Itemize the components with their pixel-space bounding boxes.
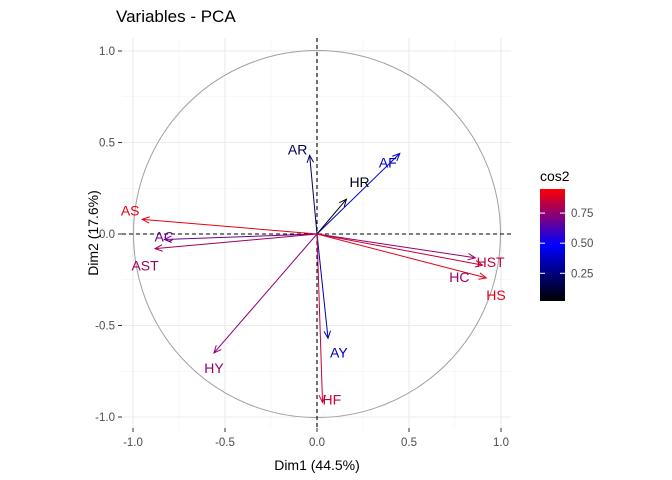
arrowhead-ar (306, 154, 315, 164)
y-tick-label: 1.0 (99, 46, 115, 58)
arrowhead-as (140, 216, 150, 224)
arrow-hf (316, 233, 324, 403)
legend: cos2 0.25 0.50 0.75 (540, 168, 593, 301)
arrowhead-hr (339, 198, 348, 208)
label-ast: AST (131, 258, 159, 274)
y-tick-label: 0.0 (99, 229, 115, 241)
arrowhead-hf (318, 394, 327, 404)
arrowhead-ay (323, 330, 331, 340)
arrowhead-af (392, 152, 401, 162)
y-axis-ticks: -1.0 -0.5 0.0 0.5 1.0 (95, 46, 122, 424)
label-hc: HC (449, 269, 469, 285)
chart-title: Variables - PCA (116, 7, 236, 26)
label-as: AS (121, 202, 140, 218)
arrowhead-hs (478, 272, 488, 280)
legend-tick-label: 0.25 (571, 268, 593, 280)
arrow-hst (316, 233, 483, 266)
arrow-ac (164, 233, 318, 240)
x-tick-label: -0.5 (215, 437, 235, 449)
arrow-ay (316, 233, 329, 339)
arrow-hy (213, 233, 318, 354)
arrow-hr (316, 198, 347, 235)
legend-tick-label: 0.50 (571, 238, 593, 250)
x-tick-label: 1.0 (493, 437, 509, 449)
arrowhead-ast (153, 244, 163, 252)
label-af: AF (379, 154, 397, 170)
label-ay: AY (330, 344, 348, 360)
legend-title: cos2 (540, 168, 570, 184)
x-tick-label: -1.0 (123, 437, 143, 449)
arrow-ar (309, 155, 318, 235)
y-axis-title: Dim2 (17.6%) (85, 190, 101, 276)
arrowhead-hc (467, 253, 477, 261)
arrowhead-hy (213, 345, 222, 354)
y-tick-label: 0.5 (99, 138, 115, 150)
label-hy: HY (204, 360, 224, 376)
label-ar: AR (288, 141, 307, 157)
label-ac: AC (155, 228, 174, 244)
variable-arrows (140, 152, 488, 404)
x-tick-label: 0.5 (401, 437, 417, 449)
arrow-hs (316, 233, 487, 279)
variable-labels: AS AC AST AR AF HR HST HC HS AY HY HF (121, 141, 506, 407)
legend-tick-label: 0.75 (571, 208, 593, 220)
arrow-af (316, 153, 401, 235)
x-tick-label: 0.0 (309, 437, 325, 449)
y-tick-label: -1.0 (95, 412, 115, 424)
arrow-hc (316, 233, 476, 259)
x-axis-ticks: -1.0 -0.5 0.0 0.5 1.0 (123, 428, 509, 449)
arrow-as (142, 218, 318, 235)
label-hr: HR (349, 174, 369, 190)
label-hs: HS (486, 287, 505, 303)
y-tick-label: -0.5 (95, 321, 115, 333)
label-hst: HST (477, 254, 505, 270)
arrow-ast (155, 233, 318, 250)
legend-color-bar (540, 189, 565, 301)
label-hf: HF (323, 391, 342, 407)
x-axis-title: Dim1 (44.5%) (274, 457, 360, 473)
arrowhead-hst (474, 260, 484, 268)
arrowhead-ac (163, 235, 172, 243)
